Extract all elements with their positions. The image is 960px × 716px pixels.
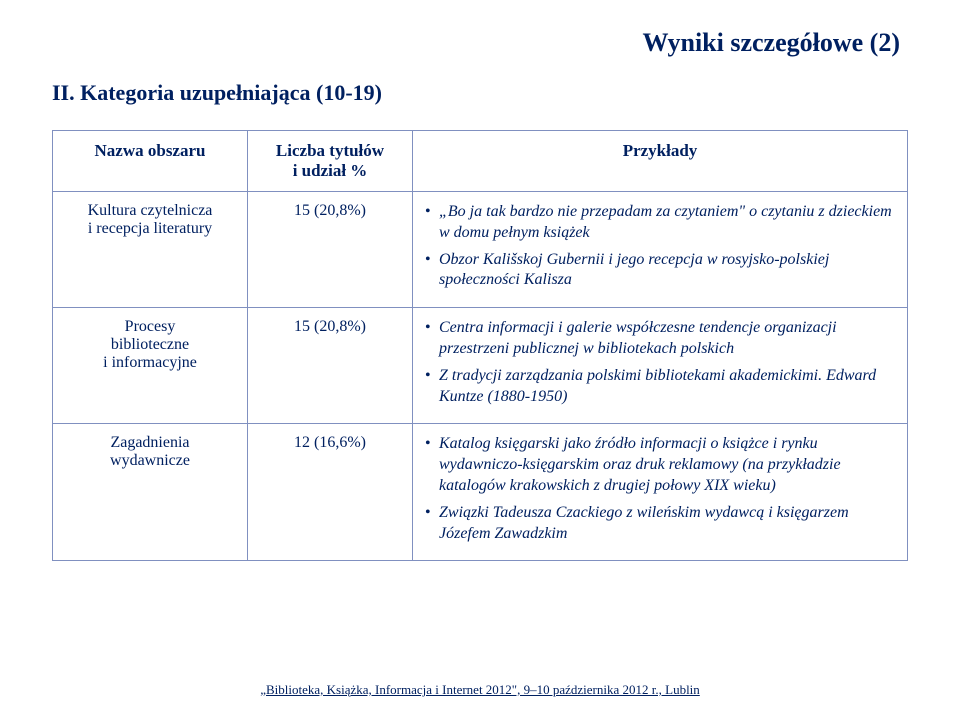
th-count-line1: Liczba tytułów xyxy=(276,141,384,160)
table-row: Procesy biblioteczne i informacyjne 15 (… xyxy=(53,308,908,424)
results-table: Nazwa obszaru Liczba tytułów i udział % … xyxy=(52,130,908,561)
area-line: Zagadnienia xyxy=(110,434,189,451)
example-text: Z tradycji zarządzania polskimi bibliote… xyxy=(439,367,876,405)
examples-cell: Centra informacji i galerie współczesne … xyxy=(413,308,908,424)
example-item: Katalog księgarski jako źródło informacj… xyxy=(425,434,895,496)
area-cell: Kultura czytelnicza i recepcja literatur… xyxy=(53,192,248,308)
th-examples: Przykłady xyxy=(413,131,908,192)
th-count-line2: i udział % xyxy=(293,161,368,180)
example-item: Obzor Kališskoj Gubernii i jego recepcja… xyxy=(425,250,895,292)
area-cell: Procesy biblioteczne i informacyjne xyxy=(53,308,248,424)
table-header-row: Nazwa obszaru Liczba tytułów i udział % … xyxy=(53,131,908,192)
example-item: Z tradycji zarządzania polskimi bibliote… xyxy=(425,366,895,408)
th-area: Nazwa obszaru xyxy=(53,131,248,192)
examples-cell: „Bo ja tak bardzo nie przepadam za czyta… xyxy=(413,192,908,308)
footer-line: „Biblioteka, Książka, Informacja i Inter… xyxy=(260,682,700,697)
example-text: Centra informacji i galerie współczesne … xyxy=(439,319,837,357)
example-text: „Bo ja tak bardzo nie przepadam za czyta… xyxy=(439,203,892,241)
example-text: Związki Tadeusza Czackiego z wileńskim w… xyxy=(439,504,849,542)
th-count: Liczba tytułów i udział % xyxy=(248,131,413,192)
area-line: Kultura czytelnicza xyxy=(88,202,213,219)
area-cell: Zagadnienia wydawnicze xyxy=(53,424,248,561)
example-item: Centra informacji i galerie współczesne … xyxy=(425,318,895,360)
count-cell: 12 (16,6%) xyxy=(248,424,413,561)
count-cell: 15 (20,8%) xyxy=(248,192,413,308)
count-cell: 15 (20,8%) xyxy=(248,308,413,424)
example-text: Katalog księgarski jako źródło informacj… xyxy=(439,435,841,494)
slide-subtitle: II. Kategoria uzupełniająca (10-19) xyxy=(52,80,908,106)
table-row: Zagadnienia wydawnicze 12 (16,6%) Katalo… xyxy=(53,424,908,561)
area-line: i recepcja literatury xyxy=(88,220,212,237)
table-row: Kultura czytelnicza i recepcja literatur… xyxy=(53,192,908,308)
area-line: wydawnicze xyxy=(110,452,190,469)
area-line: biblioteczne xyxy=(111,336,189,353)
examples-cell: Katalog księgarski jako źródło informacj… xyxy=(413,424,908,561)
area-line: i informacyjne xyxy=(103,354,197,371)
slide-page: Wyniki szczegółowe (2) II. Kategoria uzu… xyxy=(0,0,960,716)
footer-text: „Biblioteka, Książka, Informacja i Inter… xyxy=(0,682,960,698)
area-line: Procesy xyxy=(125,318,176,335)
slide-title: Wyniki szczegółowe (2) xyxy=(52,28,900,58)
example-item: „Bo ja tak bardzo nie przepadam za czyta… xyxy=(425,202,895,244)
example-text: Obzor Kališskoj Gubernii i jego recepcja… xyxy=(439,251,829,289)
example-item: Związki Tadeusza Czackiego z wileńskim w… xyxy=(425,503,895,545)
